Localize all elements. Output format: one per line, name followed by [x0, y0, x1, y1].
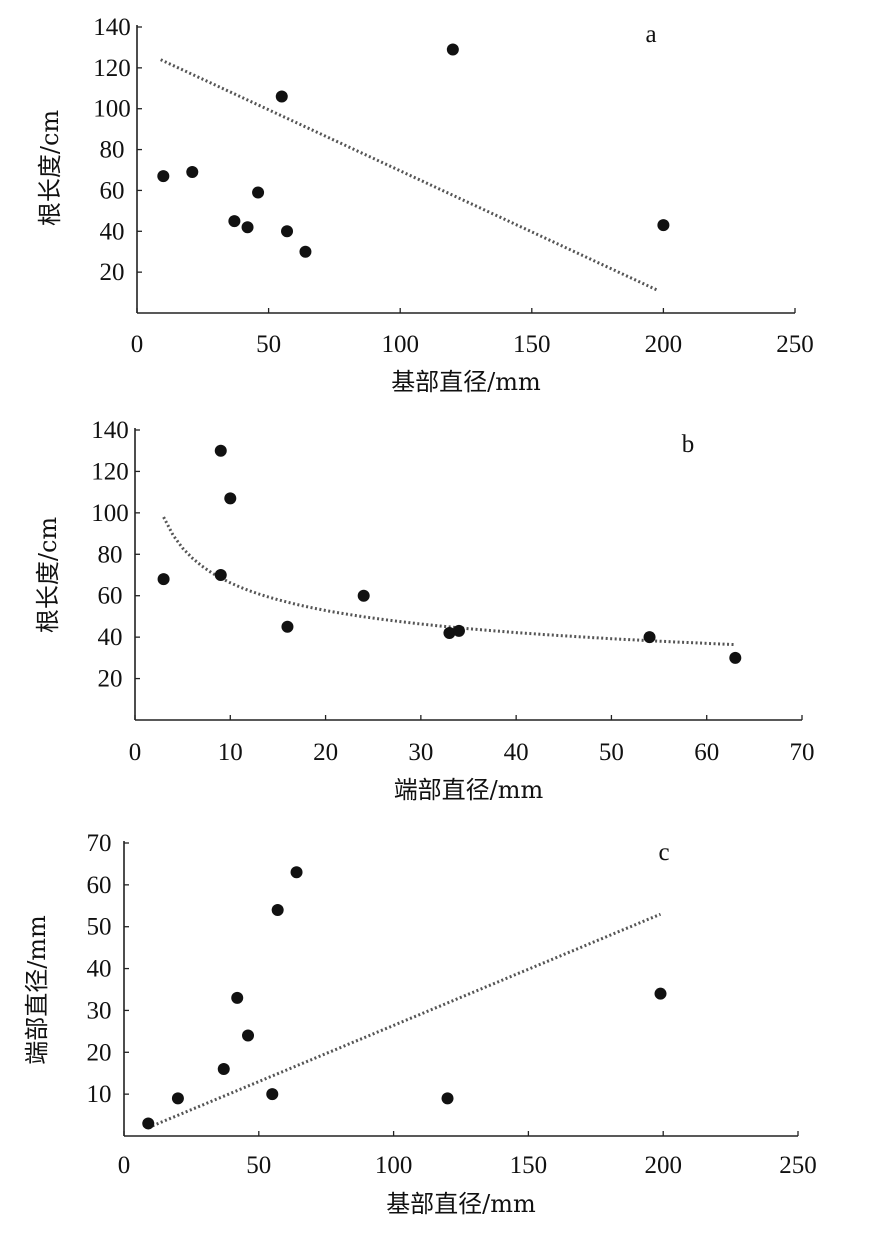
data-point: [217, 1063, 230, 1076]
x-tick-label: 10: [218, 739, 243, 766]
y-tick-label: 50: [87, 914, 112, 941]
data-point: [242, 1029, 255, 1042]
data-point: [224, 492, 237, 505]
y-tick-label: 40: [100, 218, 125, 245]
data-point: [266, 1088, 279, 1101]
data-point: [299, 245, 312, 258]
panel-label: c: [658, 839, 669, 866]
x-axis-title: 基部直径/mm: [386, 1190, 536, 1218]
y-axis-title: 端部直径/mm: [23, 915, 51, 1065]
data-point: [214, 569, 227, 581]
data-point: [214, 444, 227, 457]
x-tick-label: 0: [131, 331, 144, 358]
y-tick-label: 120: [93, 55, 131, 82]
x-tick-label: 100: [381, 331, 419, 358]
y-tick-label: 40: [87, 956, 112, 983]
data-point: [441, 1092, 454, 1105]
y-tick-label: 140: [93, 14, 131, 41]
x-tick-label: 70: [790, 739, 815, 766]
y-tick-label: 20: [87, 1039, 112, 1066]
data-point: [452, 624, 465, 637]
y-tick-label: 30: [87, 997, 112, 1024]
x-tick-label: 20: [313, 739, 338, 766]
y-tick-label: 120: [91, 458, 129, 485]
data-point: [171, 1092, 184, 1105]
data-point: [241, 221, 254, 234]
data-point: [252, 186, 265, 199]
y-tick-label: 10: [87, 1081, 112, 1108]
trendline: [160, 58, 659, 292]
data-point: [357, 589, 370, 602]
data-point: [654, 987, 667, 1000]
data-point: [271, 903, 284, 916]
y-tick-label: 40: [98, 624, 123, 651]
y-axis-title: 根长度/cm: [36, 110, 64, 227]
y-tick-label: 60: [87, 872, 112, 899]
y-tick-label: 20: [98, 666, 123, 693]
y-tick-label: 80: [98, 541, 123, 568]
x-tick-label: 200: [644, 1152, 682, 1179]
data-point: [290, 866, 303, 879]
x-tick-label: 100: [375, 1152, 413, 1179]
data-point: [157, 573, 170, 586]
y-tick-label: 100: [93, 96, 131, 123]
x-tick-label: 40: [504, 739, 529, 766]
data-point: [186, 166, 199, 179]
data-point: [157, 170, 170, 183]
x-tick-label: 30: [408, 739, 433, 766]
data-point: [281, 620, 294, 633]
y-tick-label: 70: [87, 830, 112, 857]
x-tick-label: 60: [694, 739, 719, 766]
y-tick-label: 60: [98, 583, 123, 610]
y-tick-label: 20: [100, 259, 125, 286]
y-tick-label: 60: [100, 177, 125, 204]
trendline: [162, 516, 736, 647]
x-tick-label: 50: [246, 1152, 271, 1179]
data-point: [657, 219, 670, 232]
x-axis-title: 基部直径/mm: [391, 368, 541, 396]
data-point: [443, 627, 456, 639]
x-axis-title: 端部直径/mm: [394, 776, 544, 804]
y-axis-title: 根长度/cm: [34, 517, 62, 634]
data-point: [142, 1117, 155, 1130]
x-tick-label: 150: [513, 331, 551, 358]
data-point: [281, 225, 294, 238]
x-tick-label: 0: [129, 739, 142, 766]
panel-label: a: [645, 21, 656, 48]
y-tick-label: 140: [91, 417, 129, 444]
data-point: [729, 651, 742, 664]
y-tick-label: 100: [91, 500, 129, 527]
panel-label: b: [682, 431, 695, 458]
x-tick-label: 250: [776, 331, 814, 358]
y-tick-label: 80: [100, 137, 125, 164]
x-tick-label: 200: [645, 331, 683, 358]
x-tick-label: 50: [599, 739, 624, 766]
data-point: [231, 991, 244, 1004]
x-tick-label: 0: [118, 1152, 131, 1179]
x-tick-label: 50: [256, 331, 281, 358]
panel-b: 20 40 60 80 100 120 140 0 10 20 30 40 50 60 70 端部直径/mm 根…: [34, 417, 815, 804]
panel-a: 20 40 60 80 100 120 140 0 50 100 150 200 250 基部直径/mm 根…: [36, 14, 814, 396]
data-point: [446, 43, 459, 56]
x-tick-label: 250: [779, 1152, 817, 1179]
data-point: [643, 631, 656, 644]
panel-c: 10 20 30 40 50 60 70 0 50 100 150 200 250 基部直径/mm 端部直径…: [23, 830, 817, 1218]
x-tick-label: 150: [510, 1152, 548, 1179]
trendline: [147, 912, 662, 1129]
data-point: [275, 90, 288, 103]
data-point: [228, 215, 241, 228]
